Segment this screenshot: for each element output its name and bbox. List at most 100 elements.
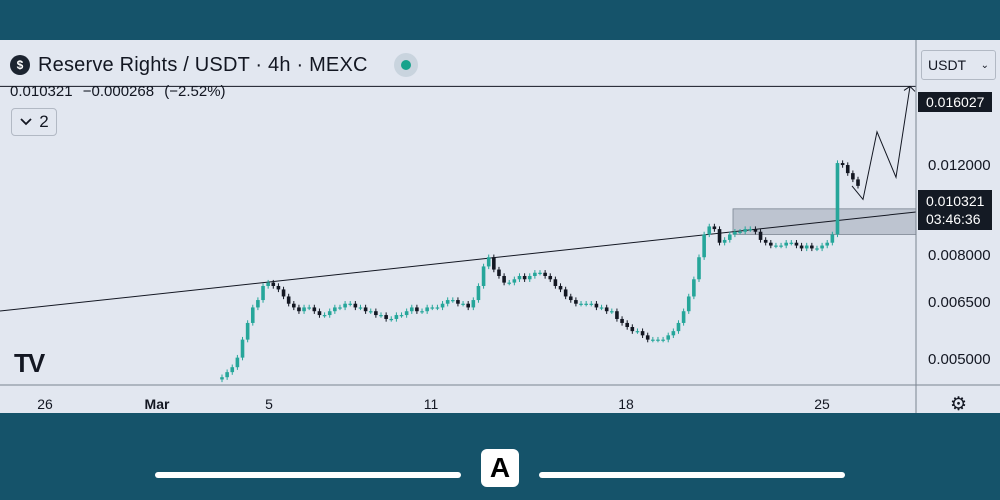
candles-layer — [220, 160, 860, 383]
candle — [584, 303, 588, 305]
candle — [343, 303, 347, 308]
candle — [307, 307, 311, 309]
candle — [415, 307, 419, 312]
indicator-toggle-button[interactable]: 2 — [11, 108, 57, 136]
chart-title[interactable]: Reserve Rights / USDT · 4h · MEXC — [38, 53, 368, 76]
candle — [748, 229, 753, 231]
candle — [568, 296, 573, 301]
candle — [738, 231, 742, 233]
candle — [486, 257, 491, 267]
candle — [430, 307, 435, 309]
candle — [733, 231, 737, 235]
candle — [789, 242, 794, 244]
candle — [517, 275, 522, 280]
candle — [661, 339, 665, 341]
candle — [394, 315, 399, 319]
trendline-layer — [0, 211, 917, 312]
candle — [512, 279, 517, 283]
candle — [594, 303, 599, 308]
candle — [851, 173, 855, 180]
candle — [845, 165, 850, 174]
candle — [445, 300, 450, 304]
candle — [779, 245, 783, 247]
candle — [835, 163, 840, 235]
candle — [799, 245, 804, 249]
candle — [620, 318, 624, 323]
candle — [338, 307, 342, 309]
time-label-1: Mar — [144, 396, 170, 412]
candle — [461, 303, 465, 305]
candle — [389, 318, 394, 321]
candle — [353, 303, 358, 308]
nav-bar-left — [155, 472, 461, 478]
candle — [574, 300, 578, 304]
price-label-2: 0.006500 — [928, 294, 991, 311]
currency-select[interactable]: USDT ⌄ — [921, 50, 996, 80]
candle — [604, 307, 609, 312]
candle — [440, 303, 445, 308]
candle — [671, 331, 676, 336]
price-label-0: 0.012000 — [928, 157, 991, 174]
candle — [538, 272, 542, 274]
candle — [379, 315, 383, 317]
bar-countdown: 03:46:36 — [926, 211, 981, 227]
candle — [666, 335, 671, 340]
candle — [533, 272, 537, 276]
app-logo-icon[interactable]: A — [481, 449, 519, 487]
tradingview-logo-icon[interactable]: TV — [14, 348, 45, 378]
candle — [271, 282, 276, 286]
candle — [774, 245, 778, 247]
current-price-tag: 0.010321 03:46:36 — [918, 190, 993, 230]
ascending-trendline — [0, 211, 917, 312]
candle — [543, 272, 547, 276]
candle — [466, 303, 470, 308]
candle — [384, 315, 388, 319]
last-price: 0.010321 — [10, 83, 73, 100]
candle — [409, 307, 414, 312]
candle — [374, 311, 378, 316]
candle — [240, 339, 245, 358]
indicator-count: 2 — [39, 112, 49, 131]
chevron-down-icon: ⌄ — [980, 59, 989, 71]
candle — [281, 289, 286, 297]
chart-panel[interactable]: $ Reserve Rights / USDT · 4h · MEXC 0.01… — [0, 40, 1000, 413]
chevron-down-icon — [20, 118, 32, 126]
currency-value: USDT — [928, 57, 967, 73]
candle — [245, 322, 250, 340]
candle — [769, 242, 773, 246]
candle — [322, 315, 327, 317]
candle — [651, 339, 655, 341]
candle — [399, 315, 404, 317]
candle — [333, 307, 337, 312]
candle — [712, 226, 717, 230]
candle — [563, 289, 568, 297]
candle — [368, 311, 373, 313]
candle — [686, 296, 691, 312]
candle — [225, 372, 229, 378]
candle — [630, 327, 635, 332]
candle — [266, 282, 270, 286]
candle — [348, 303, 353, 305]
candle — [599, 307, 604, 309]
settings-icon[interactable]: ⚙ — [950, 394, 968, 413]
candle — [553, 279, 558, 286]
candle — [640, 331, 645, 336]
candle — [722, 239, 727, 243]
candle — [327, 311, 332, 316]
time-label-4: 18 — [618, 396, 634, 412]
price-change-pct: (−2.52%) — [164, 83, 226, 100]
candle — [471, 300, 476, 308]
candle — [753, 229, 758, 232]
candle — [363, 307, 368, 312]
candle — [558, 285, 563, 290]
candle — [820, 245, 824, 249]
price-chart[interactable] — [0, 40, 1000, 413]
target-price-tag: 0.016027 — [918, 92, 993, 112]
projection-layer — [851, 85, 916, 201]
candle — [702, 234, 706, 258]
candle — [261, 285, 265, 301]
candle — [804, 245, 809, 249]
price-label-3: 0.005000 — [928, 351, 991, 368]
candle — [297, 307, 301, 312]
candle — [250, 307, 255, 323]
